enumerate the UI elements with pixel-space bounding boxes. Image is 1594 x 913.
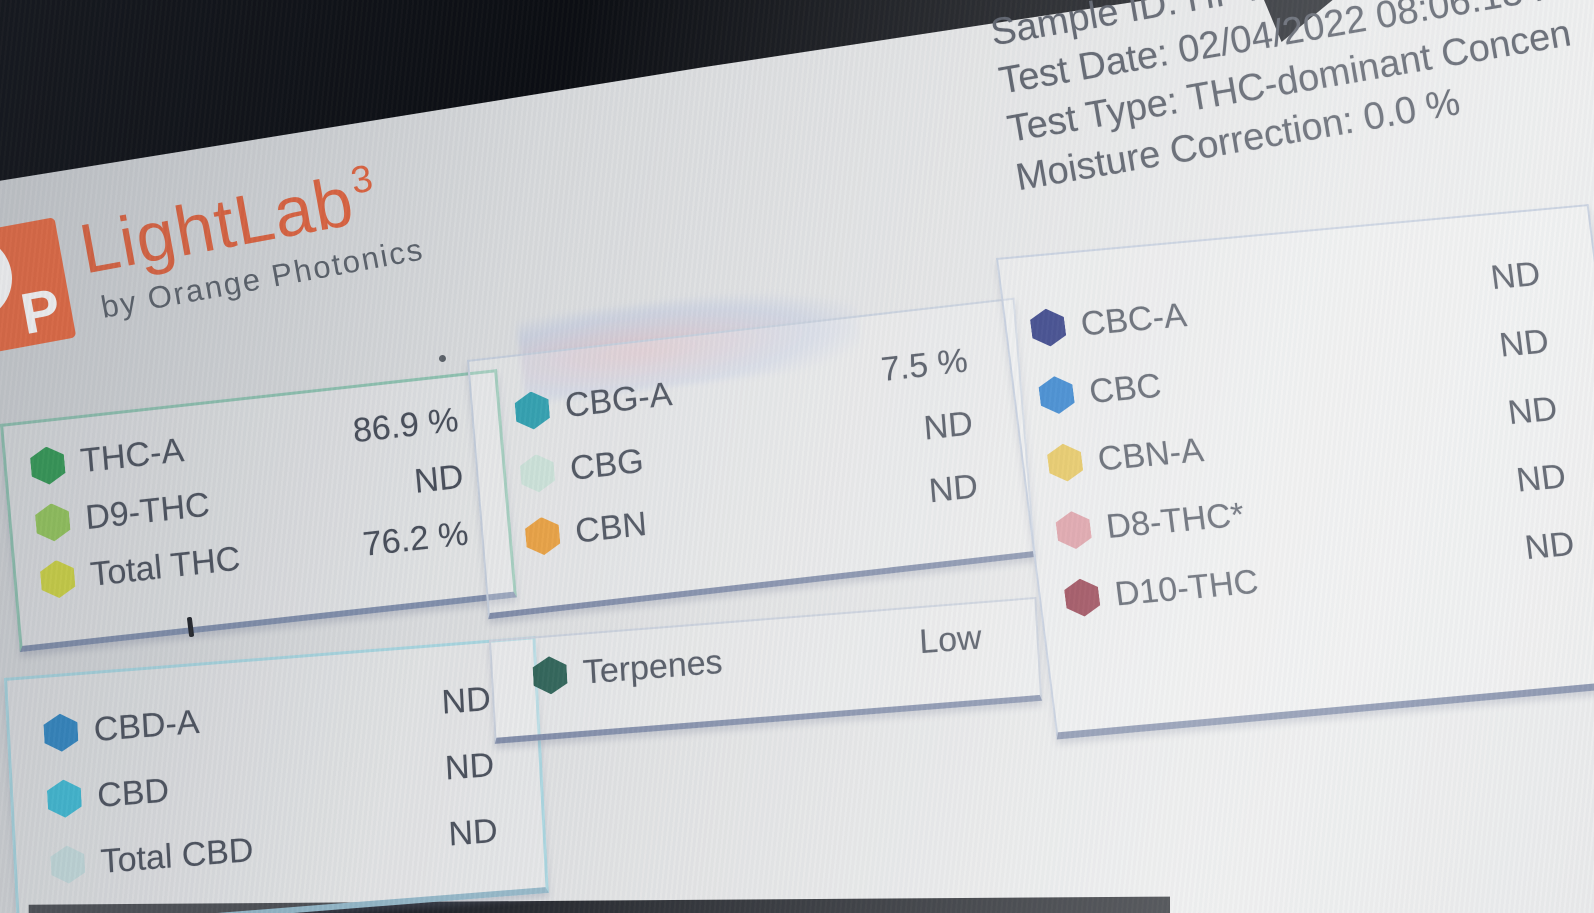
total-cbd-hex-icon <box>50 844 86 885</box>
analyte-value: ND <box>1488 254 1543 297</box>
analyte-label: CBD-A <box>92 702 201 749</box>
analyte-value: 76.2 % <box>361 514 470 564</box>
analyte-value: ND <box>927 467 980 511</box>
cbg-hex-icon <box>519 452 556 494</box>
cbd-hex-icon <box>46 778 82 819</box>
analyte-label: D10-THC <box>1112 562 1261 613</box>
analyte-value: 7.5 % <box>879 341 970 390</box>
cbd-a-hex-icon <box>43 712 79 753</box>
analyte-value: Low <box>918 617 983 661</box>
analyte-label: Total CBD <box>99 830 255 881</box>
cbc-hex-icon <box>1037 375 1076 416</box>
analyte-value: 86.9 % <box>351 400 460 451</box>
analyte-value: ND <box>922 404 975 448</box>
analyte-value: ND <box>1522 524 1577 567</box>
terpenes-panel: Terpenes Low <box>489 596 1043 744</box>
total-thc-hex-icon <box>39 558 76 600</box>
analyte-label: CBG <box>568 441 646 488</box>
thc-panel: THC-A 86.9 % D9-THC ND Total THC 76.2 % <box>0 369 517 653</box>
analyte-row: Terpenes Low <box>532 613 984 704</box>
analyte-label: CBD <box>96 770 170 815</box>
analyte-value: ND <box>440 679 492 722</box>
analyte-label: CBC-A <box>1078 295 1189 343</box>
monogram-p-letter: P <box>15 276 66 348</box>
analyte-value: ND <box>1514 456 1568 500</box>
logo-text: LightLab3 by Orange Photonics <box>74 153 428 334</box>
analyte-label: CBN <box>573 504 649 551</box>
analyte-value: ND <box>447 811 499 854</box>
analyte-label: D9-THC <box>83 485 212 538</box>
cbg-panel: CBG-A 7.5 % CBG ND CBN ND <box>467 297 1036 620</box>
d10-thc-hex-icon <box>1063 577 1102 618</box>
analyte-value: ND <box>1497 321 1551 365</box>
cbn-hex-icon <box>524 515 561 557</box>
analyte-label: Total THC <box>88 539 242 594</box>
cbd-panel: CBD-A ND CBD ND Total CBD ND <box>4 636 549 913</box>
cbg-a-hex-icon <box>514 390 551 432</box>
orange-photonics-monogram-icon: P <box>0 217 77 356</box>
analyte-label: Terpenes <box>581 642 724 692</box>
monogram-o-ring <box>0 228 20 329</box>
analyte-label: CBN-A <box>1095 430 1206 478</box>
analyte-value: ND <box>412 457 465 501</box>
cbc-a-hex-icon <box>1029 307 1068 348</box>
analyte-value: ND <box>444 745 496 788</box>
screen-artifact-dot <box>439 355 446 362</box>
terpenes-hex-icon <box>532 655 568 696</box>
analyte-value: ND <box>1505 389 1560 432</box>
analyte-label: D8-THC* <box>1104 495 1247 546</box>
cbn-a-hex-icon <box>1046 442 1085 483</box>
analyte-label: THC-A <box>78 431 186 481</box>
sample-info-header: Sample ID: HF4 Test Date: 02/04/2022 08:… <box>952 0 1594 209</box>
d8-thc-hex-icon <box>1054 510 1093 551</box>
d9-thc-hex-icon <box>34 502 71 544</box>
lightlab-logo: P LightLab3 by Orange Photonics <box>0 153 428 356</box>
analyte-label: CBG-A <box>563 375 674 426</box>
analyte-label: CBC <box>1087 366 1164 411</box>
thc-a-hex-icon <box>29 445 66 487</box>
minor-cannabinoids-panel: CBC-A ND CBC ND CBN-A ND D8-THC* ND D10-… <box>996 204 1594 740</box>
